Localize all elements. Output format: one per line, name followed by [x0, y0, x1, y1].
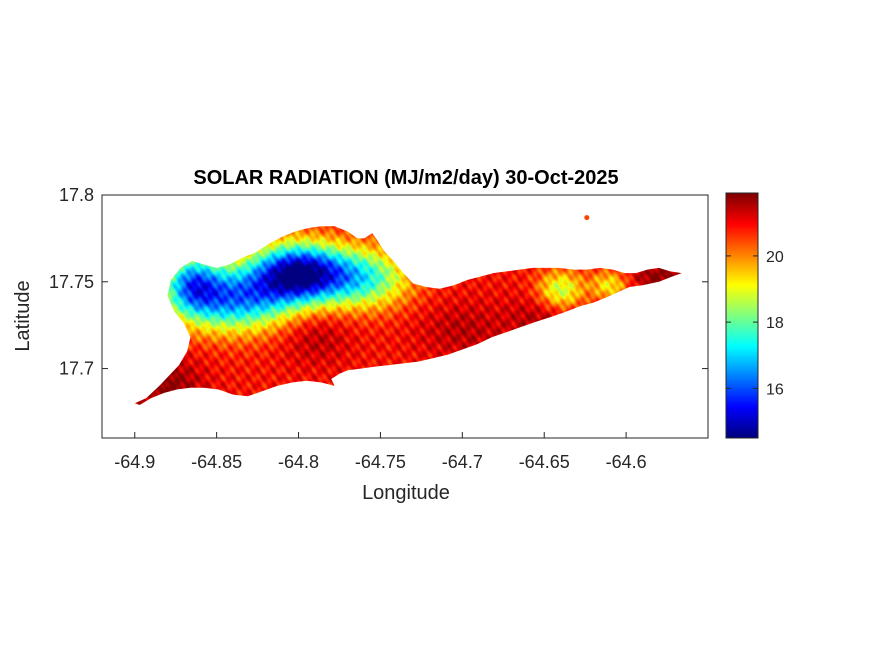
colorbar: 16 18 20: [725, 192, 784, 439]
colorbar-box: [725, 192, 759, 439]
y-tick-label: 17.7: [59, 359, 94, 379]
y-axis-ticks: 17.7 17.75 17.8: [49, 185, 708, 379]
chart-title: SOLAR RADIATION (MJ/m2/day) 30-Oct-2025: [193, 167, 618, 189]
x-tick-label: -64.6: [606, 452, 647, 472]
colorbar-ticks: 16 18 20: [726, 249, 784, 398]
axes-box: [101, 194, 709, 439]
x-tick-label: -64.85: [191, 452, 242, 472]
x-tick-label: -64.65: [519, 452, 570, 472]
colorbar-tick-label: 18: [766, 315, 784, 332]
x-axis-ticks: -64.9 -64.85 -64.8 -64.75 -64.7 -64.65 -64.6: [114, 432, 647, 472]
x-tick-label: -64.9: [114, 452, 155, 472]
x-tick-label: -64.75: [355, 452, 406, 472]
y-tick-label: 17.8: [59, 185, 94, 205]
y-tick-label: 17.75: [49, 272, 94, 292]
colorbar-gradient: [726, 193, 758, 438]
small-islet: [584, 215, 590, 221]
x-axis-label: Longitude: [362, 482, 450, 504]
colorbar-tick-label: 20: [766, 249, 784, 266]
x-tick-label: -64.7: [442, 452, 483, 472]
y-axis-label: Latitude: [12, 280, 34, 351]
colorbar-tick-label: 16: [766, 381, 784, 398]
x-tick-label: -64.8: [278, 452, 319, 472]
